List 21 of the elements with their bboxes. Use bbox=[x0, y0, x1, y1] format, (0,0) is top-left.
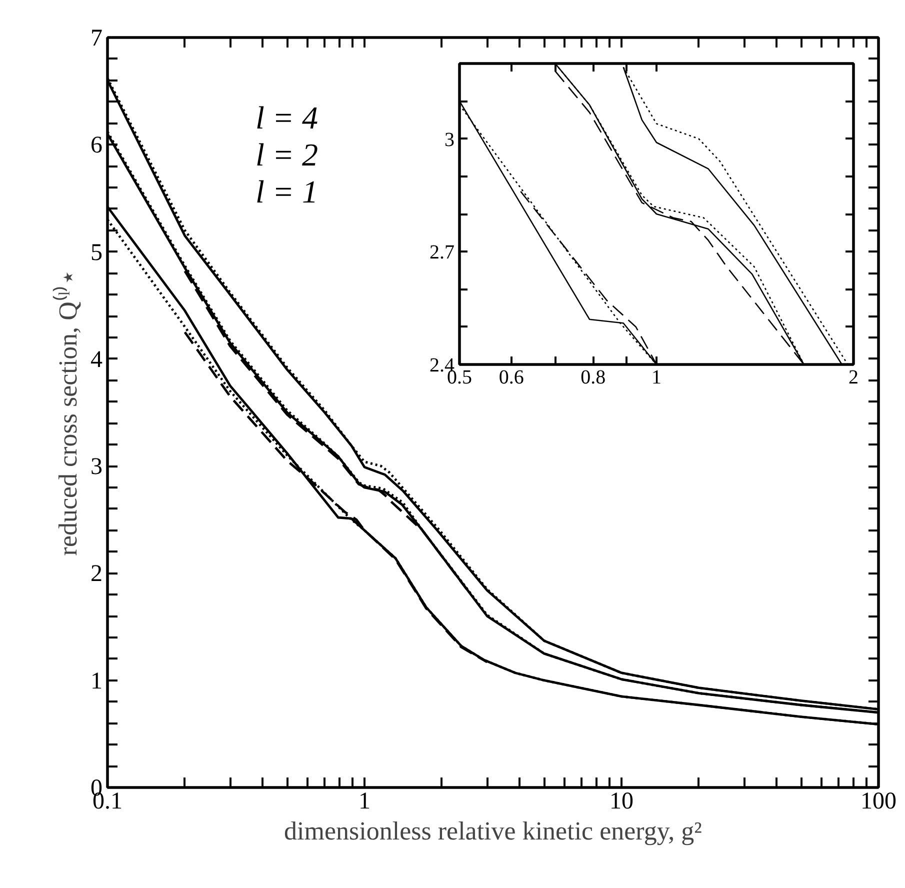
y-tick-label: 3 bbox=[444, 128, 454, 151]
y-tick-label: 1 bbox=[90, 668, 102, 694]
x-tick-label: 1 bbox=[358, 788, 370, 814]
y-tick-label: 4 bbox=[90, 346, 102, 373]
x-axis-title: dimensionless relative kinetic energy, g² bbox=[284, 816, 702, 846]
y-tick-label: 2.7 bbox=[430, 242, 454, 264]
x-tick-label: 0.8 bbox=[580, 366, 606, 388]
x-tick-label: 0.6 bbox=[498, 366, 524, 388]
y-tick-label: 6 bbox=[90, 132, 102, 159]
y-tick-label: 7 bbox=[90, 26, 102, 52]
y-axis-title: reduced cross section, Q⁽ˡ⁾⋆ bbox=[52, 269, 82, 556]
y-tick-label: 2 bbox=[90, 561, 102, 588]
annotation: l = 4 bbox=[256, 100, 318, 136]
y-tick-label: 3 bbox=[90, 454, 102, 480]
x-tick-label: 100 bbox=[860, 788, 896, 814]
x-tick-label: 2 bbox=[848, 366, 858, 388]
x-tick-label: 10 bbox=[610, 788, 634, 814]
annotation: l = 2 bbox=[256, 136, 318, 172]
annotation: l = 1 bbox=[256, 174, 318, 210]
x-tick-label: 1 bbox=[652, 366, 662, 388]
y-tick-label: 5 bbox=[90, 240, 102, 266]
